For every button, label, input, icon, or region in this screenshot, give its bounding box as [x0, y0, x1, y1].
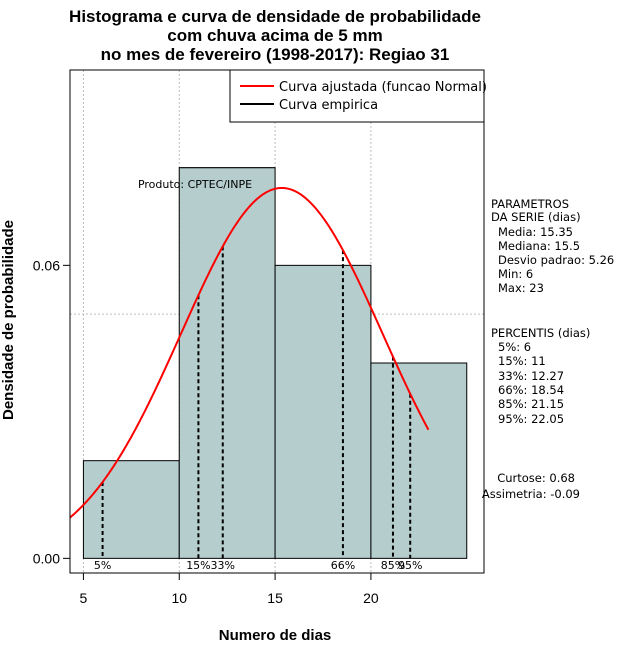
assimetria-value: Assimetria: -0.09 — [482, 487, 580, 501]
param-heading-1: PARAMETROS — [491, 197, 569, 211]
percentil-85: 85%: 21.15 — [498, 397, 564, 411]
percentile-label: 66% — [331, 559, 355, 572]
normal-curve-line — [69, 186, 430, 519]
x-tick-label: 20 — [363, 590, 379, 606]
param-max: Max: 23 — [498, 281, 544, 295]
histogram-bar — [274, 264, 372, 559]
percentil-95: 95%: 22.05 — [498, 412, 564, 426]
percentile-label: 15% — [186, 559, 210, 572]
percentis-heading: PERCENTIS (dias) — [491, 326, 590, 340]
y-axis-label: Densidade de probabilidade — [0, 220, 17, 420]
percentile-label: 33% — [211, 559, 235, 572]
y-tick-label: 0.00 — [33, 550, 60, 566]
histogram-bars — [82, 167, 468, 559]
legend-box — [229, 69, 485, 123]
title-line-2: com chuva acima de 5 mm — [167, 26, 382, 45]
x-tick-label: 10 — [171, 590, 187, 606]
histogram-bar — [370, 362, 468, 559]
y-tick-label: 0.06 — [33, 257, 60, 273]
percentile-label: 85% — [381, 559, 405, 572]
percentile-label: 5% — [94, 559, 111, 572]
legend-label-normal: Curva ajustada (funcao Normal) — [279, 80, 487, 95]
statistics-panel: PARAMETROS DA SERIE (dias) Media: 15.35 … — [482, 197, 614, 501]
percentil-15: 15%: 11 — [498, 354, 546, 368]
legend-label-empirical: Curva empirica — [279, 98, 378, 113]
histogram-bar — [178, 167, 276, 559]
percentil-5: 5%: 6 — [498, 340, 531, 354]
x-tick-label: 5 — [80, 590, 88, 606]
axes: 5 10 15 20 0.00 0.06 — [33, 257, 379, 606]
percentile-label: 95% — [398, 559, 422, 572]
chart-title: Histograma e curva de densidade de proba… — [69, 7, 481, 64]
title-line-3: no mes de fevereiro (1998-2017): Regiao … — [101, 45, 450, 64]
histogram-bar — [82, 460, 180, 559]
param-media: Media: 15.35 — [498, 225, 573, 239]
percentil-66: 66%: 18.54 — [498, 383, 564, 397]
x-tick-label: 15 — [267, 590, 283, 606]
normal-curve — [69, 186, 430, 519]
param-min: Min: 6 — [498, 267, 533, 281]
product-annotation: Produto: CPTEC/INPE — [138, 178, 252, 191]
legend: Curva ajustada (funcao Normal) Curva emp… — [229, 69, 487, 123]
percentil-33: 33%: 12.27 — [498, 369, 564, 383]
x-axis-label: Numero de dias — [219, 627, 332, 644]
title-line-1: Histograma e curva de densidade de proba… — [69, 7, 481, 26]
percentile-lines: 5% 15% 33% 66% 85%95% — [94, 246, 422, 572]
curtose-value: Curtose: 0.68 — [497, 471, 575, 485]
param-mediana: Mediana: 15.5 — [498, 239, 580, 253]
param-heading-2: DA SERIE (dias) — [491, 210, 581, 224]
param-desvio: Desvio padrao: 5.26 — [498, 253, 614, 267]
